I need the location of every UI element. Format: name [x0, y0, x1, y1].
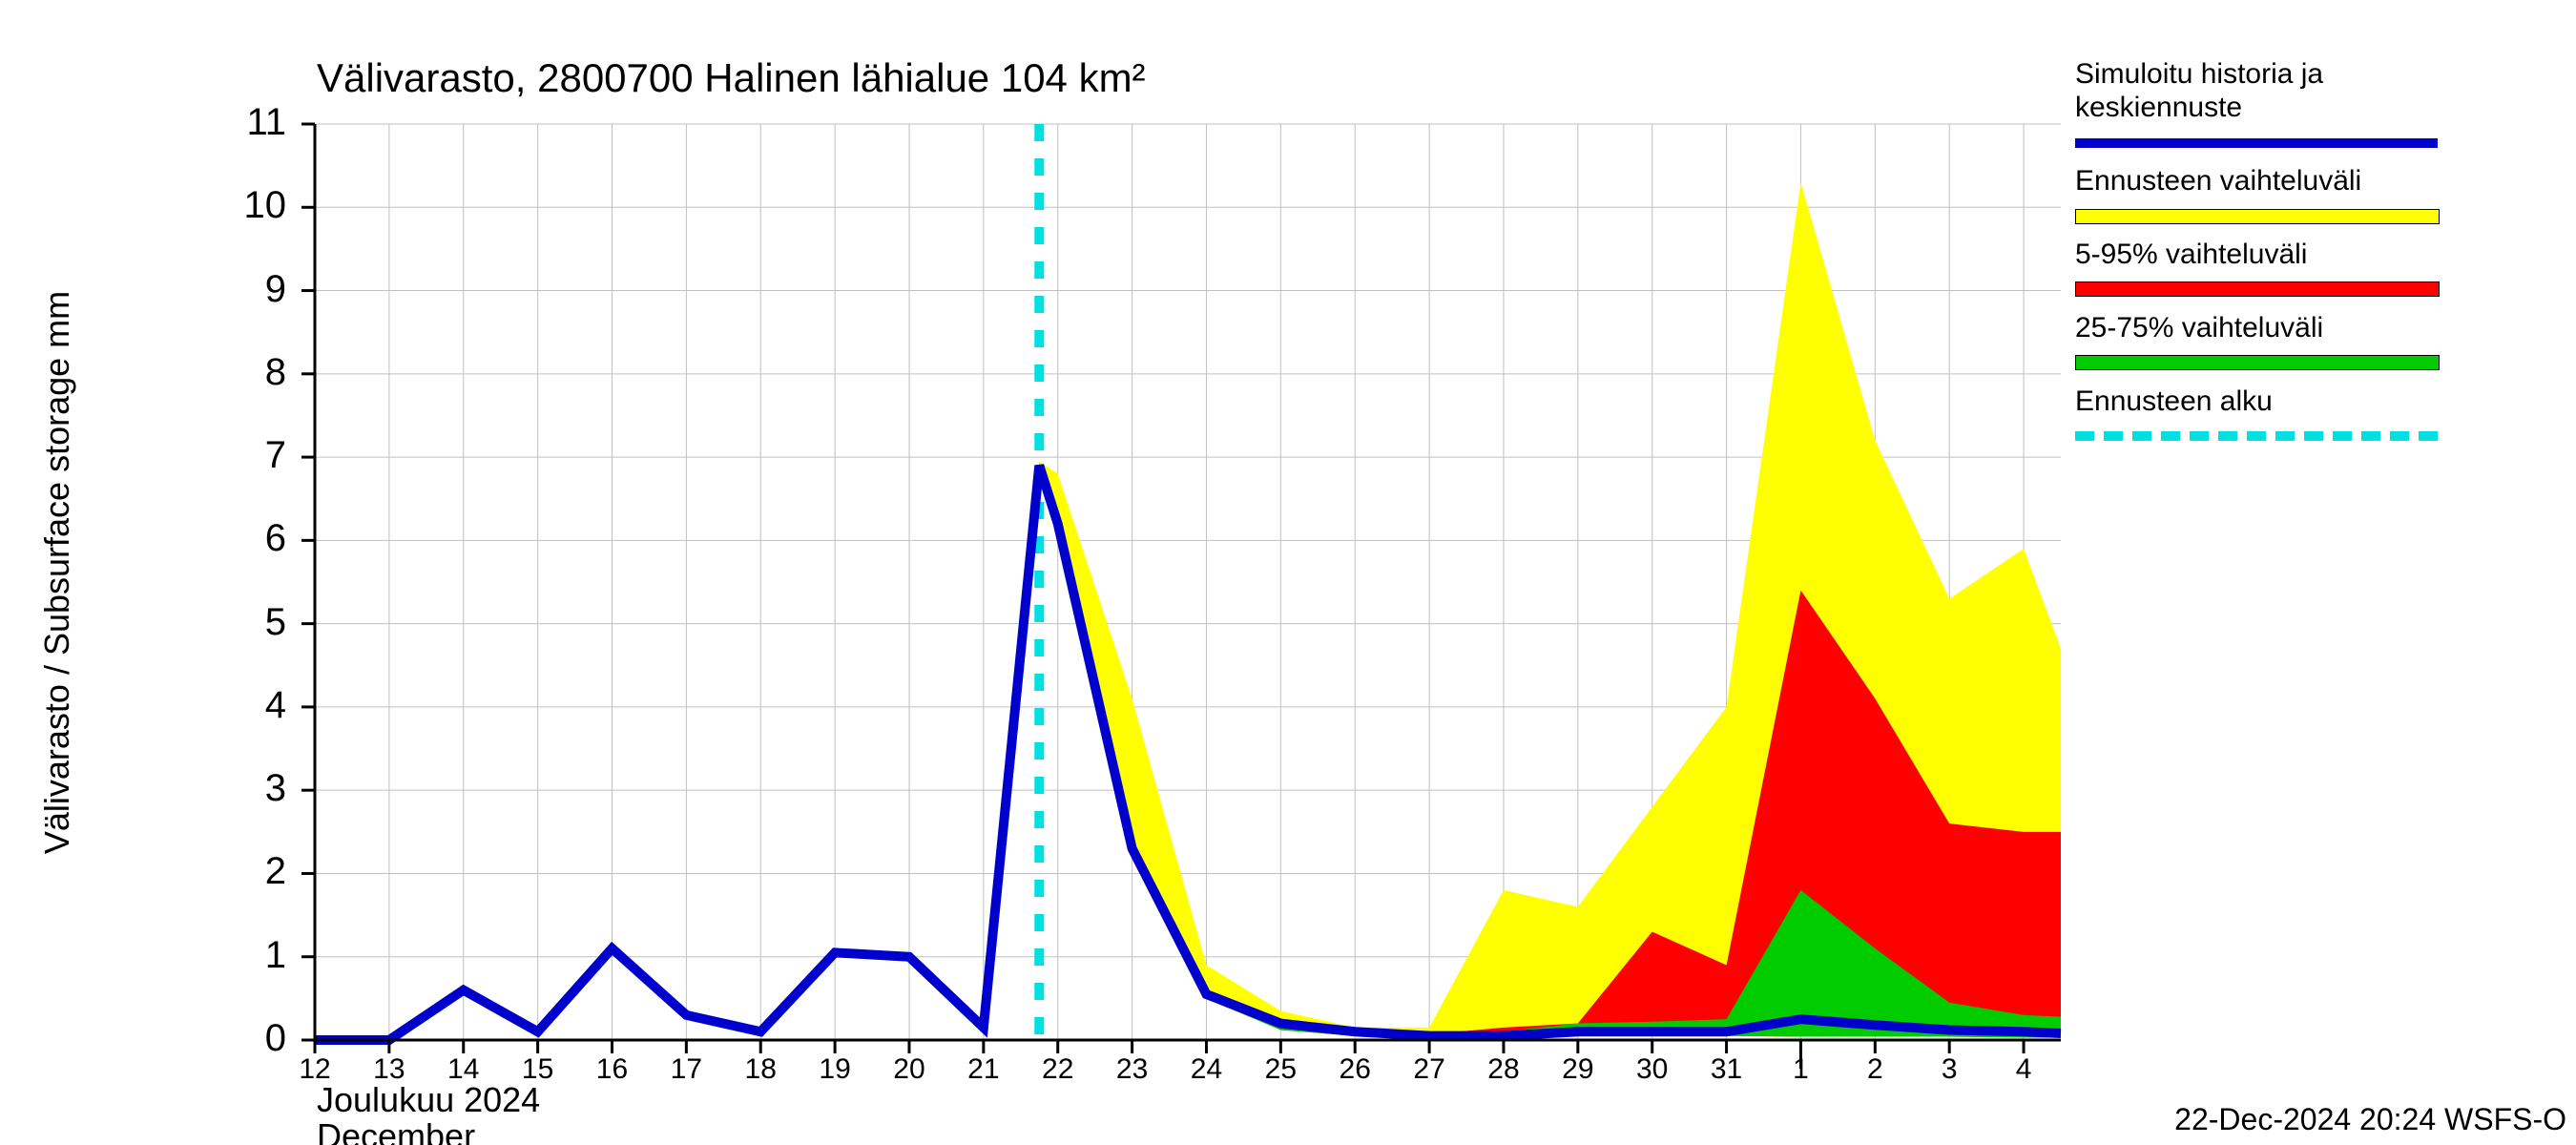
x-axis-month-label-fi: Joulukuu 2024	[317, 1080, 540, 1120]
y-tick-label: 9	[219, 268, 286, 311]
x-tick-label: 30	[1636, 1053, 1668, 1086]
x-tick-label: 26	[1340, 1053, 1371, 1086]
x-tick-label: 16	[596, 1053, 628, 1086]
x-tick-label: 20	[893, 1053, 924, 1086]
y-tick-label: 3	[219, 767, 286, 810]
x-tick-label: 12	[299, 1053, 330, 1086]
x-tick-label: 23	[1116, 1053, 1148, 1086]
x-tick-label: 18	[745, 1053, 777, 1086]
y-tick-label: 10	[219, 184, 286, 227]
chart-title: Välivarasto, 2800700 Halinen lähialue 10…	[317, 55, 1146, 101]
x-tick-label: 29	[1562, 1053, 1593, 1086]
x-axis-month-label-en: December	[317, 1116, 475, 1145]
x-tick-label: 2	[1867, 1053, 1883, 1086]
y-tick-label: 6	[219, 517, 286, 560]
legend-item: Ennusteen vaihteluväli	[2075, 164, 2440, 232]
legend-item: 25-75% vaihteluväli	[2075, 311, 2440, 379]
x-tick-label: 28	[1487, 1053, 1519, 1086]
y-tick-label: 2	[219, 850, 286, 893]
x-tick-label: 14	[447, 1053, 479, 1086]
y-axis-label: Välivarasto / Subsurface storage mm	[37, 291, 77, 854]
x-tick-label: 24	[1191, 1053, 1222, 1086]
legend-swatch	[2075, 355, 2440, 370]
x-tick-label: 22	[1042, 1053, 1073, 1086]
x-tick-label: 21	[967, 1053, 999, 1086]
legend-item: Ennusteen alku	[2075, 385, 2440, 452]
legend-swatch	[2075, 281, 2440, 297]
legend-swatch	[2075, 138, 2438, 148]
y-tick-label: 8	[219, 351, 286, 394]
legend-item: Simuloitu historia jakeskiennuste	[2075, 57, 2440, 158]
x-tick-label: 19	[819, 1053, 850, 1086]
y-tick-label: 7	[219, 434, 286, 477]
y-tick-label: 1	[219, 934, 286, 977]
x-tick-label: 15	[522, 1053, 553, 1086]
legend-swatch	[2075, 431, 2438, 441]
legend: Simuloitu historia jakeskiennusteEnnuste…	[2075, 57, 2440, 457]
x-tick-label: 1	[1793, 1053, 1809, 1086]
x-tick-label: 4	[2016, 1053, 2032, 1086]
x-tick-label: 13	[373, 1053, 405, 1086]
legend-swatch	[2075, 209, 2440, 224]
y-tick-label: 11	[219, 101, 286, 144]
y-tick-label: 5	[219, 601, 286, 644]
y-tick-label: 4	[219, 684, 286, 727]
x-tick-label: 3	[1942, 1053, 1958, 1086]
legend-item: 5-95% vaihteluväli	[2075, 238, 2440, 305]
y-tick-label: 0	[219, 1017, 286, 1060]
x-tick-label: 17	[671, 1053, 702, 1086]
x-tick-label: 31	[1711, 1053, 1742, 1086]
x-tick-label: 27	[1413, 1053, 1444, 1086]
footer-timestamp: 22-Dec-2024 20:24 WSFS-O	[2174, 1102, 2566, 1137]
x-tick-label: 25	[1265, 1053, 1297, 1086]
